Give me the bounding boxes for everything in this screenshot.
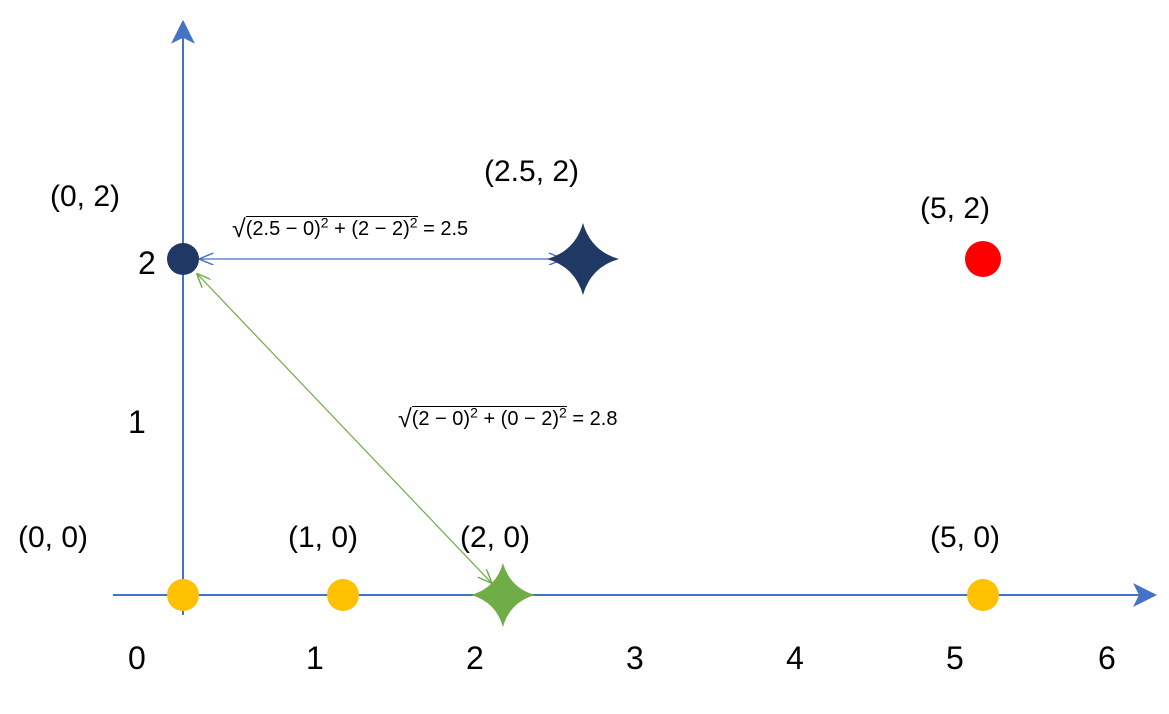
formula-green: √(2 − 0)2 + (0 − 2)2 = 2.8 xyxy=(398,403,617,432)
point-p10 xyxy=(327,579,359,611)
point-p25star xyxy=(547,223,619,295)
point-p50 xyxy=(967,579,999,611)
x-tick-1: 1 xyxy=(306,640,324,677)
label-p50: (5, 0) xyxy=(930,521,1000,555)
y-tick-1: 2 xyxy=(138,245,156,282)
label-p25star: (2.5, 2) xyxy=(484,155,579,189)
coordinate-diagram: 0 1 2 3 4 5 6 1 2 (0, 0) (1, 0) (2, 0) (5, 0) (0, 2) (… xyxy=(0,0,1169,714)
x-tick-0: 0 xyxy=(128,640,146,677)
point-p00 xyxy=(167,579,199,611)
x-tick-6: 6 xyxy=(1098,640,1116,677)
point-p20star xyxy=(471,563,535,627)
point-p52 xyxy=(965,241,1001,277)
y-tick-0: 1 xyxy=(128,404,146,441)
x-tick-2: 2 xyxy=(466,640,484,677)
diagram-svg xyxy=(0,0,1169,714)
label-p02: (0, 2) xyxy=(50,180,120,214)
label-p20star: (2, 0) xyxy=(460,521,530,555)
x-tick-4: 4 xyxy=(786,640,804,677)
label-p52: (5, 2) xyxy=(920,192,990,226)
x-tick-3: 3 xyxy=(626,640,644,677)
label-p10: (1, 0) xyxy=(288,521,358,555)
point-p02 xyxy=(167,243,199,275)
x-tick-5: 5 xyxy=(946,640,964,677)
formula-blue: √(2.5 − 0)2 + (2 − 2)2 = 2.5 xyxy=(232,213,468,242)
label-p00: (0, 0) xyxy=(18,521,88,555)
